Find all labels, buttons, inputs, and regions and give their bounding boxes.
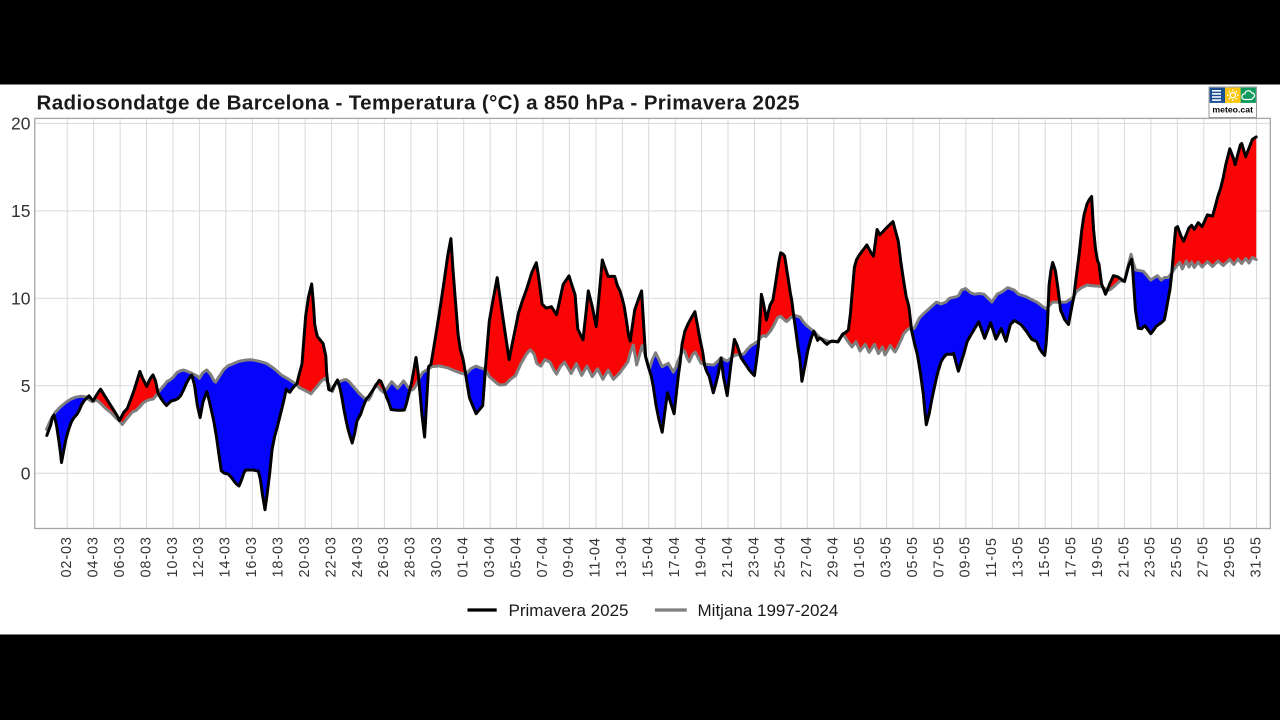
svg-text:09-05: 09-05 bbox=[958, 536, 974, 577]
svg-text:03-04: 03-04 bbox=[482, 536, 498, 577]
svg-text:05-04: 05-04 bbox=[508, 536, 524, 577]
svg-text:16-03: 16-03 bbox=[244, 536, 260, 577]
svg-text:27-04: 27-04 bbox=[799, 536, 815, 577]
svg-text:29-04: 29-04 bbox=[826, 536, 842, 577]
svg-text:04-03: 04-03 bbox=[86, 536, 102, 577]
svg-text:02-03: 02-03 bbox=[59, 536, 75, 577]
svg-text:23-05: 23-05 bbox=[1143, 536, 1159, 577]
svg-text:25-05: 25-05 bbox=[1169, 536, 1185, 577]
svg-text:15-04: 15-04 bbox=[641, 536, 657, 577]
svg-text:meteo.cat: meteo.cat bbox=[1212, 105, 1253, 115]
svg-text:18-03: 18-03 bbox=[271, 536, 287, 577]
svg-text:10-03: 10-03 bbox=[165, 536, 181, 577]
svg-text:23-04: 23-04 bbox=[746, 536, 762, 577]
svg-text:26-03: 26-03 bbox=[376, 536, 392, 577]
svg-text:25-04: 25-04 bbox=[773, 536, 789, 577]
svg-text:5: 5 bbox=[21, 376, 31, 396]
svg-text:06-03: 06-03 bbox=[112, 536, 128, 577]
svg-text:30-03: 30-03 bbox=[429, 536, 445, 577]
svg-text:10: 10 bbox=[11, 289, 31, 309]
svg-text:12-03: 12-03 bbox=[191, 536, 207, 577]
svg-text:03-05: 03-05 bbox=[878, 536, 894, 577]
svg-text:17-05: 17-05 bbox=[1063, 536, 1079, 577]
svg-text:07-05: 07-05 bbox=[931, 536, 947, 577]
svg-text:0: 0 bbox=[21, 464, 31, 484]
svg-text:20: 20 bbox=[11, 114, 31, 134]
svg-text:Mitjana 1997-2024: Mitjana 1997-2024 bbox=[698, 601, 839, 620]
svg-text:19-04: 19-04 bbox=[693, 536, 709, 577]
svg-text:01-04: 01-04 bbox=[456, 536, 472, 577]
svg-text:09-04: 09-04 bbox=[561, 536, 577, 577]
svg-text:08-03: 08-03 bbox=[138, 536, 154, 577]
svg-text:07-04: 07-04 bbox=[535, 536, 551, 577]
svg-text:20-03: 20-03 bbox=[297, 536, 313, 577]
svg-text:Primavera 2025: Primavera 2025 bbox=[509, 601, 629, 620]
svg-text:15-05: 15-05 bbox=[1037, 536, 1053, 577]
svg-text:13-04: 13-04 bbox=[614, 536, 630, 577]
svg-text:11-05: 11-05 bbox=[984, 537, 1000, 577]
svg-text:11-04: 11-04 bbox=[588, 537, 604, 577]
svg-text:13-05: 13-05 bbox=[1011, 536, 1027, 577]
svg-text:31-05: 31-05 bbox=[1248, 536, 1264, 577]
svg-text:24-03: 24-03 bbox=[350, 536, 366, 577]
svg-text:21-04: 21-04 bbox=[720, 536, 736, 577]
svg-text:27-05: 27-05 bbox=[1196, 536, 1212, 577]
svg-text:19-05: 19-05 bbox=[1090, 536, 1106, 577]
svg-text:Radiosondatge de Barcelona - T: Radiosondatge de Barcelona - Temperatura… bbox=[37, 92, 800, 115]
svg-text:15: 15 bbox=[11, 201, 30, 221]
svg-text:22-03: 22-03 bbox=[323, 536, 339, 577]
svg-text:29-05: 29-05 bbox=[1222, 536, 1238, 577]
svg-text:28-03: 28-03 bbox=[403, 536, 419, 577]
svg-text:21-05: 21-05 bbox=[1116, 536, 1132, 577]
svg-text:14-03: 14-03 bbox=[218, 536, 234, 577]
svg-text:01-05: 01-05 bbox=[852, 536, 868, 577]
svg-text:17-04: 17-04 bbox=[667, 536, 683, 577]
svg-text:05-05: 05-05 bbox=[905, 536, 921, 577]
